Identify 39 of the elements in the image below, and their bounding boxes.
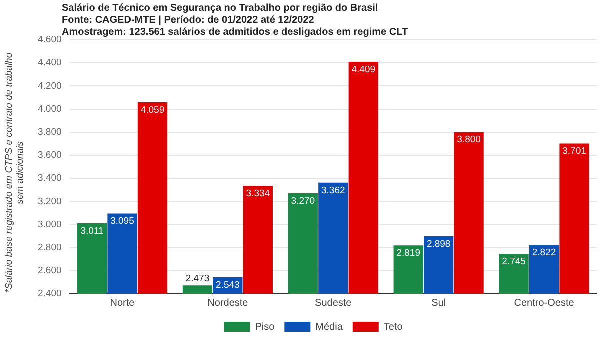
x-tick-label: Nordeste — [208, 298, 249, 309]
data-label: 2.898 — [426, 238, 451, 250]
y-tick-label: 4.600 — [38, 34, 62, 46]
data-label: 3.270 — [291, 196, 316, 207]
y-tick-label: 4.400 — [38, 58, 62, 69]
y-tick-label: 3.800 — [38, 126, 62, 138]
data-label: 3.362 — [321, 185, 346, 196]
y-tick-label: 2.800 — [38, 242, 62, 254]
legend-label: Média — [316, 322, 344, 333]
data-label: 2.473 — [186, 273, 210, 284]
x-tick-label: Sudeste — [315, 298, 352, 309]
y-tick-label: 3.200 — [38, 196, 62, 208]
x-tick-label: Centro-Oeste — [514, 298, 575, 309]
y-tick-label: 3.400 — [38, 173, 62, 184]
data-label: 4.409 — [352, 64, 376, 76]
chart-subtitle: Fonte: CAGED-MTE | Período: de 01/2022 até 12/2022 — [62, 15, 316, 27]
y-tick-label: 4.000 — [38, 104, 62, 115]
data-label: 3.800 — [457, 134, 481, 146]
y-axis-title: *Salário base registrado em CTPS e contrato de trabalho sem adicionais — [4, 52, 26, 296]
data-label: 2.822 — [532, 248, 556, 259]
data-label: 2.543 — [216, 280, 240, 291]
data-label: 2.745 — [502, 256, 526, 268]
data-label: 3.095 — [110, 216, 134, 228]
x-tick-label: Sul — [432, 298, 446, 309]
y-tick-label: 2.400 — [38, 288, 62, 300]
y-tick-label: 3.600 — [38, 150, 62, 162]
chart-title: Salário de Técnico em Segurança no Trabalho por região do Brasil — [62, 3, 380, 15]
y-tick-label: 3.000 — [38, 219, 62, 230]
y-tick-label: 2.600 — [38, 266, 62, 277]
data-label: 2.819 — [396, 248, 420, 259]
data-label: 3.011 — [80, 226, 104, 237]
y-tick-label: 4.200 — [38, 80, 62, 92]
data-label: 3.701 — [562, 146, 586, 158]
text: Amostragem: 123.561 salários de admitidos e desligados em regime CLT — [62, 27, 408, 39]
legend-label: Teto — [384, 322, 404, 333]
x-tick-label: Norte — [110, 298, 136, 309]
legend-label: Piso — [255, 322, 276, 333]
data-label: 3.334 — [246, 188, 270, 200]
data-label: 4.059 — [140, 104, 165, 116]
